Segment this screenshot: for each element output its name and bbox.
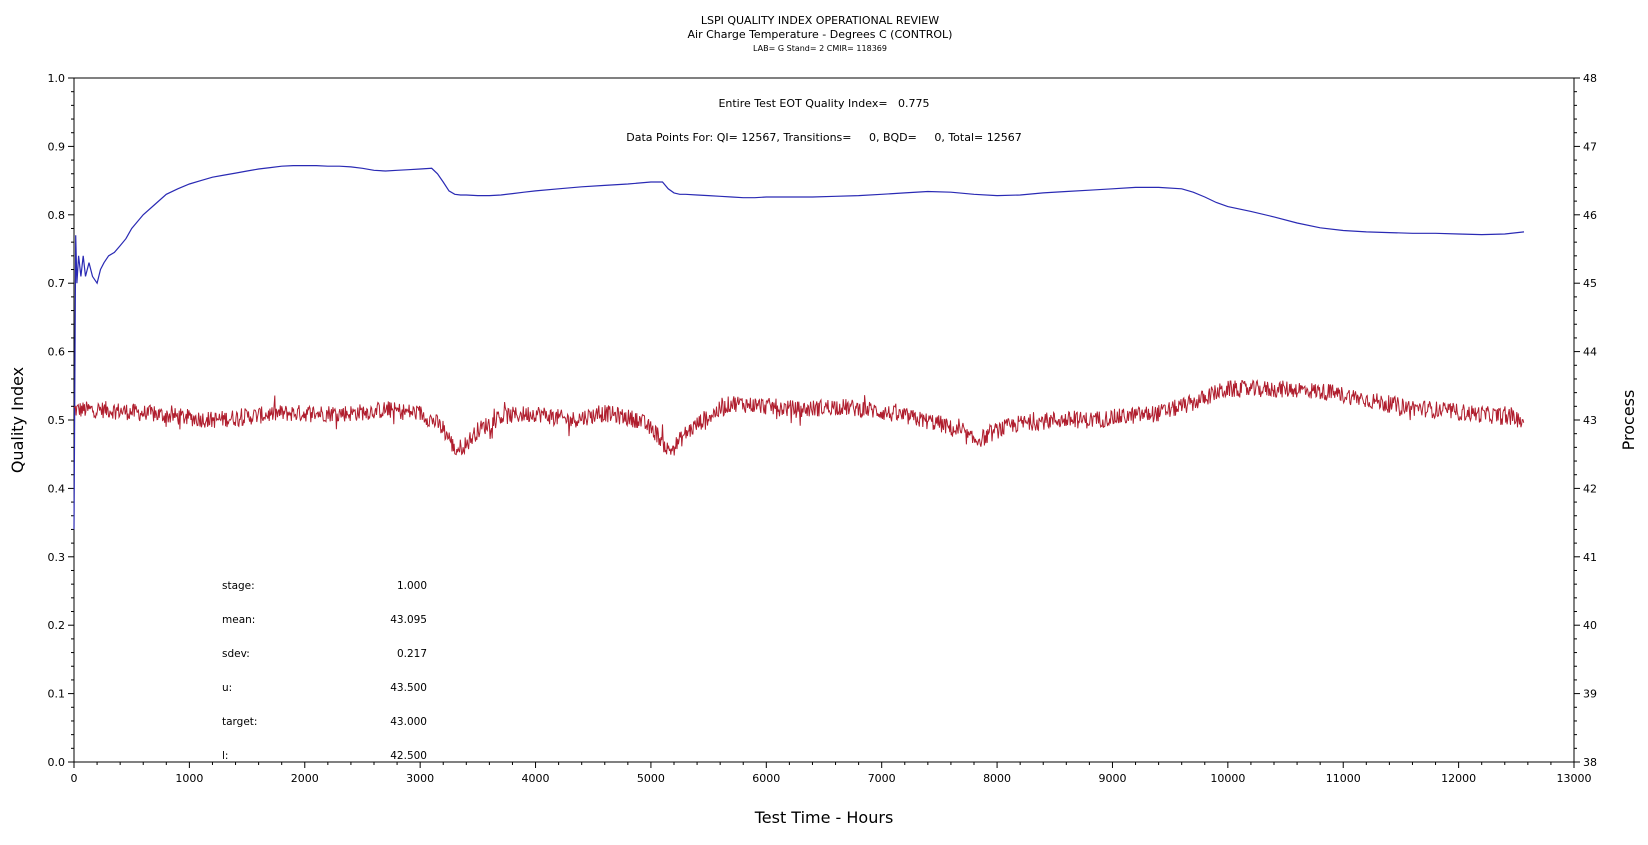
- y-left-tick-label: 0.0: [48, 756, 66, 769]
- x-tick-label: 12000: [1441, 772, 1476, 785]
- y-left-tick-label: 0.3: [48, 551, 66, 564]
- stat-value: 0.217: [397, 648, 427, 660]
- y-right-tick-label: 38: [1583, 756, 1597, 769]
- stat-value: 43.000: [390, 716, 427, 728]
- series-layer: [73, 165, 1525, 530]
- x-axis: 0 1000 2000 3000 4000 5000 6000 7000 8000 9000 100…: [71, 762, 1592, 785]
- y-right-tick-label: 47: [1583, 140, 1597, 153]
- stat-label: mean:: [222, 614, 255, 626]
- x-tick-label: 10000: [1210, 772, 1245, 785]
- stat-value: 43.095: [390, 614, 427, 626]
- series-quality-index-line: [73, 165, 1525, 530]
- x-tick-label: 4000: [522, 772, 550, 785]
- x-tick-label: 7000: [868, 772, 896, 785]
- y-left-tick-label: 0.8: [48, 209, 66, 222]
- chart-subtitle: Air Charge Temperature - Degrees C (CONT…: [688, 28, 953, 41]
- stats-table: stage: 1.000 mean: 43.095 sdev: 0.217 u: 43.500…: [222, 580, 427, 762]
- y-left-tick-label: 0.1: [48, 688, 66, 701]
- y-left-tick-label: 0.2: [48, 619, 66, 632]
- stat-label: l:: [222, 750, 228, 762]
- y-left-tick-label: 0.6: [48, 346, 66, 359]
- stat-label: target:: [222, 716, 257, 728]
- y-axis-right: 38 39 40 41 42 43 44 45 46 47 48: [1574, 72, 1597, 769]
- x-tick-label: 0: [71, 772, 78, 785]
- x-tick-label: 3000: [406, 772, 434, 785]
- y-right-tick-label: 48: [1583, 72, 1597, 85]
- stat-label: u:: [222, 682, 232, 694]
- y-left-tick-label: 0.4: [48, 482, 66, 495]
- x-tick-label: 11000: [1326, 772, 1361, 785]
- chart-subtitle-lab: LAB= G Stand= 2 CMIR= 118369: [753, 44, 887, 53]
- y-right-tick-label: 45: [1583, 277, 1597, 290]
- stat-value: 42.500: [390, 750, 427, 762]
- y-left-tick-label: 0.7: [48, 277, 66, 290]
- y-left-tick-label: 0.5: [48, 414, 66, 427]
- x-tick-label: 13000: [1557, 772, 1592, 785]
- series-process-line: [73, 379, 1525, 456]
- y-right-tick-label: 46: [1583, 209, 1597, 222]
- y-right-tick-label: 43: [1583, 414, 1597, 427]
- x-axis-title: Test Time - Hours: [754, 808, 894, 827]
- y-right-tick-label: 39: [1583, 688, 1597, 701]
- annotation-data-points: Data Points For: QI= 12567, Transitions=…: [626, 131, 1021, 144]
- x-tick-label: 8000: [983, 772, 1011, 785]
- y-left-tick-label: 1.0: [48, 72, 66, 85]
- chart-title: LSPI QUALITY INDEX OPERATIONAL REVIEW: [701, 14, 939, 27]
- x-tick-label: 6000: [752, 772, 780, 785]
- stat-value: 1.000: [397, 580, 427, 592]
- y-left-tick-label: 0.9: [48, 140, 66, 153]
- y-axis-left: 0.0 0.1 0.2 0.3 0.4 0.5 0.6 0.7 0.8 0.9 1.0: [48, 72, 74, 769]
- y-right-tick-label: 40: [1583, 619, 1597, 632]
- x-tick-label: 5000: [637, 772, 665, 785]
- plot-frame: [73, 77, 1575, 763]
- stat-label: stage:: [222, 580, 255, 592]
- y-right-tick-label: 44: [1583, 346, 1597, 359]
- stat-label: sdev:: [222, 648, 250, 660]
- x-tick-label: 9000: [1098, 772, 1126, 785]
- y-axis-left-title: Quality Index: [8, 367, 27, 473]
- x-tick-label: 1000: [175, 772, 203, 785]
- y-right-tick-label: 41: [1583, 551, 1597, 564]
- stat-value: 43.500: [390, 682, 427, 694]
- y-right-tick-label: 42: [1583, 482, 1597, 495]
- annotation-quality-index: Entire Test EOT Quality Index= 0.775: [718, 97, 929, 110]
- x-tick-label: 2000: [291, 772, 319, 785]
- y-axis-right-title: Process: [1619, 390, 1638, 451]
